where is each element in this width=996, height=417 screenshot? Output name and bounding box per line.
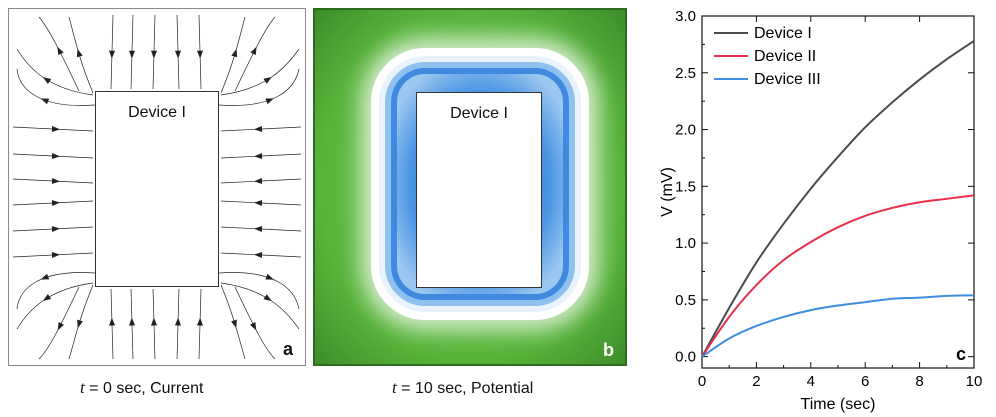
arrow-icon — [196, 317, 203, 326]
arrow-icon — [42, 293, 52, 301]
streamline — [16, 68, 96, 106]
x-tick-label: 4 — [807, 373, 815, 390]
arrow-icon — [254, 125, 263, 132]
arrow-icon — [254, 200, 263, 207]
arrow-icon — [151, 50, 158, 59]
arrow-icon — [174, 50, 181, 59]
series-line-device-iii — [701, 294, 975, 358]
arrow-icon — [231, 319, 237, 329]
current-streamlines — [12, 14, 302, 360]
x-tick-label: 6 — [861, 373, 869, 390]
arrow-icon — [51, 125, 60, 132]
chart-series — [701, 40, 975, 358]
streamline — [218, 68, 300, 106]
caption-a-var: t — [80, 378, 85, 397]
arrow-icon — [40, 273, 50, 280]
x-tick-label: 10 — [966, 373, 983, 390]
panel-letter-b: b — [603, 340, 614, 360]
legend-label: Device III — [754, 71, 821, 88]
streamline — [16, 272, 96, 310]
chart-axes: 0 2 4 6 8 10 0.0 0.5 1.0 1.5 2.0 2.5 3.0 — [675, 8, 982, 390]
panel-a-current: Device I a — [8, 8, 306, 366]
device-rect-a: Device I — [95, 91, 219, 287]
arrow-icon — [76, 48, 83, 58]
arrow-icon — [254, 252, 263, 259]
caption-b: t = 10 sec, Potential — [392, 378, 533, 398]
arrow-icon — [51, 152, 60, 159]
streamline — [234, 286, 276, 360]
arrow-icon — [254, 152, 263, 159]
arrow-icon — [249, 322, 257, 331]
arrow-icon — [42, 77, 52, 85]
arrow-icon — [254, 226, 263, 233]
arrow-icon — [109, 317, 116, 326]
arrow-icon — [51, 252, 60, 259]
device-rect-b: Device I — [416, 92, 542, 288]
streamline — [38, 286, 80, 360]
arrow-icon — [129, 50, 136, 59]
arrow-icon — [196, 50, 203, 59]
chart-legend: Device I Device II Device III — [714, 25, 821, 88]
panel-letter-c: c — [956, 344, 966, 364]
arrow-icon — [57, 322, 65, 331]
y-tick-label: 0.5 — [675, 292, 696, 309]
series-line-device-ii — [701, 194, 975, 358]
arrow-icon — [231, 48, 238, 58]
arrow-icon — [51, 226, 60, 233]
device-label-b: Device I — [450, 105, 508, 122]
streamline — [234, 16, 276, 92]
arrow-icon — [265, 273, 274, 280]
arrow-icon — [109, 50, 116, 59]
streamline — [218, 272, 300, 310]
arrow-icon — [263, 76, 272, 84]
arrow-icon — [40, 98, 50, 105]
streamline — [38, 16, 80, 92]
caption-a: t = 0 sec, Current — [80, 378, 203, 398]
arrow-icon — [129, 317, 136, 326]
caption-b-var: t — [392, 378, 397, 397]
arrow-icon — [51, 177, 60, 184]
y-tick-label: 3.0 — [675, 8, 696, 25]
x-axis-label: Time (sec) — [801, 396, 876, 413]
x-tick-label: 0 — [698, 373, 706, 390]
x-tick-label: 8 — [915, 373, 923, 390]
legend-label: Device I — [754, 25, 812, 42]
x-tick-label: 2 — [752, 373, 760, 390]
y-tick-label: 1.5 — [675, 178, 696, 195]
panel-b-potential: Device I b — [313, 8, 627, 366]
device-label-a: Device I — [128, 104, 186, 121]
y-axis-label: V (mV) — [660, 167, 676, 217]
panel-letter-a: a — [283, 339, 294, 359]
caption-a-text: = 0 sec, Current — [84, 380, 204, 397]
arrow-icon — [254, 177, 263, 184]
arrow-icon — [263, 294, 272, 302]
y-tick-label: 0.0 — [675, 349, 696, 366]
voltage-chart: 0 2 4 6 8 100.00.51.01.52.02.53.0 Device IDev… — [660, 8, 982, 413]
caption-b-text: = 10 sec, Potential — [396, 380, 534, 397]
y-tick-label: 1.0 — [675, 235, 696, 252]
arrow-icon — [51, 200, 60, 207]
arrow-icon — [250, 46, 257, 56]
y-tick-label: 2.5 — [675, 65, 696, 82]
arrow-icon — [77, 319, 83, 329]
arrow-icon — [174, 317, 181, 326]
arrow-icon — [57, 46, 64, 56]
y-tick-label: 2.0 — [675, 122, 696, 139]
arrow-icon — [151, 317, 158, 326]
arrow-icon — [265, 98, 274, 105]
legend-label: Device II — [754, 48, 816, 65]
series-line-device-i — [701, 40, 975, 358]
